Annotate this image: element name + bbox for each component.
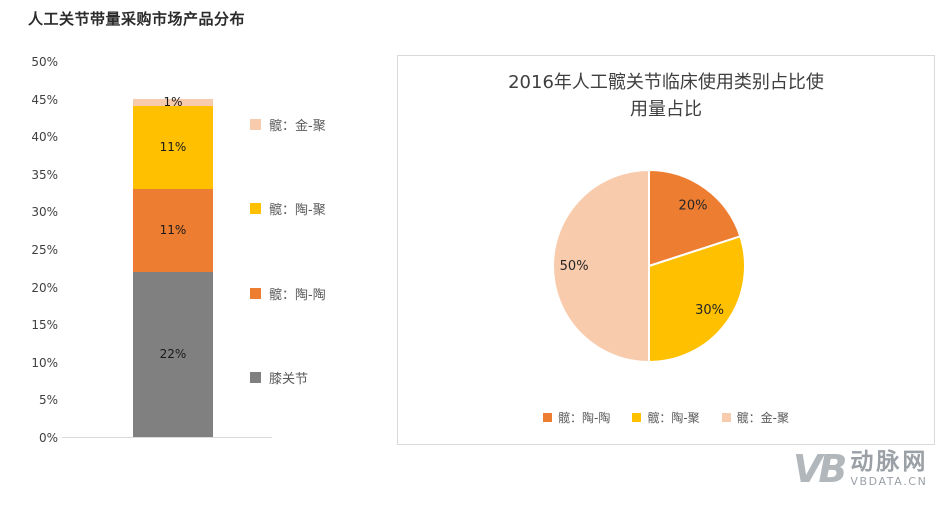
vbdata-logo: VB 动脉网 VBDATA.CN <box>793 447 929 492</box>
bar-segment-4: 1% <box>133 95 213 110</box>
logo-brand-name: 动脉网 <box>850 449 929 475</box>
bar-segment-label: 1% <box>163 95 183 110</box>
legend-swatch-icon <box>632 413 642 422</box>
bar-segment-3: 11% <box>133 106 213 189</box>
legend-item: 膝关节 <box>250 368 326 387</box>
pie-slice-label: 20% <box>679 198 708 213</box>
y-tick-label: 10% <box>31 355 58 370</box>
legend-swatch-icon <box>542 413 552 422</box>
bar-chart: 0% 5% 10% 15% 20% 25% 30% 35% 40% 45% 50% 22% 11% 11… <box>26 56 376 444</box>
bar-chart-title: 人工关节带量采购市场产品分布 <box>28 10 246 28</box>
legend-swatch-icon <box>250 287 261 299</box>
bar-segment-label: 11% <box>159 140 187 155</box>
logo-domain: VBDATA.CN <box>850 475 928 489</box>
y-tick-label: 50% <box>31 55 58 69</box>
legend-label: 髋：陶-陶 <box>269 287 326 303</box>
pie-slice-label: 30% <box>695 303 724 318</box>
legend-label: 髋：陶-聚 <box>647 411 700 425</box>
pie-slice-3 <box>552 168 650 364</box>
y-tick-label: 20% <box>31 280 58 295</box>
pie-chart: 20% 30% 50% <box>552 168 746 364</box>
legend-label: 膝关节 <box>269 371 309 387</box>
bar-plot-area: 22% 11% 11% 1% <box>62 62 272 438</box>
legend-swatch-icon <box>721 413 731 422</box>
pie-slice-label: 50% <box>560 259 589 274</box>
legend-item: 髋：陶-陶 <box>542 409 611 426</box>
bar-segment-1: 22% <box>133 271 213 437</box>
logo-text: 动脉网 VBDATA.CN <box>850 449 929 489</box>
legend-label: 髋：陶-聚 <box>269 203 326 219</box>
legend-label: 髋：金-聚 <box>269 119 326 134</box>
legend-swatch-icon <box>250 371 261 383</box>
y-tick-label: 35% <box>31 167 58 182</box>
legend-item: 髋：陶-聚 <box>632 409 700 426</box>
legend-item: 髋：金-聚 <box>721 409 790 426</box>
stacked-bar: 22% 11% 11% 1% <box>133 95 213 437</box>
bar-legend: 髋：金-聚髋：陶-聚髋：陶-陶膝关节 <box>250 115 326 387</box>
y-tick-label: 40% <box>31 130 58 145</box>
bar-segment-2: 11% <box>133 188 213 272</box>
y-tick-label: 25% <box>31 243 58 257</box>
legend-swatch-icon <box>250 119 261 130</box>
legend-item: 髋：金-聚 <box>250 115 326 134</box>
pie-slice-1 <box>648 168 742 268</box>
y-tick-label: 15% <box>31 318 58 333</box>
bar-segment-label: 11% <box>159 223 187 238</box>
bar-segment-label: 22% <box>159 347 187 362</box>
pie-slice-2 <box>648 235 746 364</box>
legend-label: 髋：陶-陶 <box>557 411 611 425</box>
vb-logo-icon: VB <box>793 447 847 492</box>
y-tick-label: 30% <box>31 205 58 220</box>
y-tick-label: 45% <box>31 92 58 107</box>
legend-label: 髋：金-聚 <box>736 411 790 425</box>
bar-y-axis: 0% 5% 10% 15% 20% 25% 30% 35% 40% 45% 50% <box>26 56 58 444</box>
pie-chart-title: 2016年人工髋关节临床使用类别占比使用量占比 <box>508 72 824 120</box>
pie-chart-card: 2016年人工髋关节临床使用类别占比使用量占比 20% 30% 50% 髋：陶-陶髋… <box>397 55 935 445</box>
y-tick-label: 5% <box>38 393 58 408</box>
legend-item: 髋：陶-聚 <box>250 199 326 218</box>
y-tick-label: 0% <box>38 431 58 445</box>
legend-swatch-icon <box>250 203 261 215</box>
legend-item: 髋：陶-陶 <box>250 284 326 303</box>
pie-legend: 髋：陶-陶 髋：陶-聚 髋：金-聚 <box>398 409 934 426</box>
